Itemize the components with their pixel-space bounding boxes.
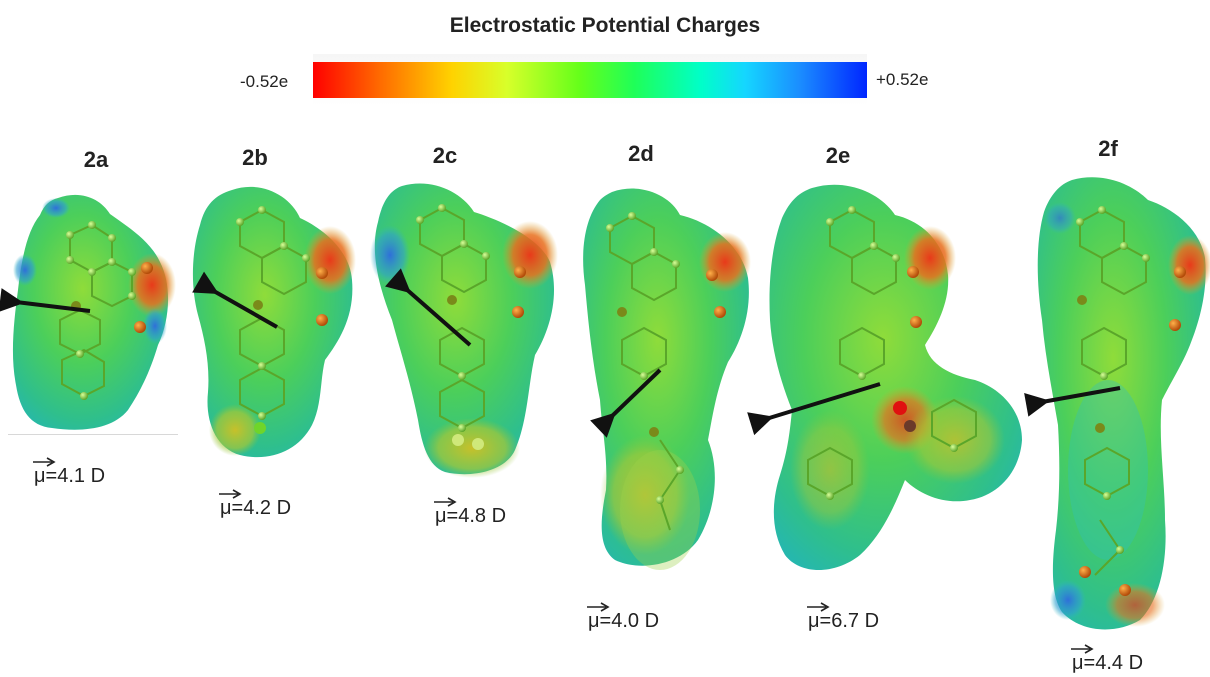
label-2b: 2b <box>242 145 268 170</box>
dipole-2a: μ=4.1 D <box>33 457 106 488</box>
molecule-2b-surface <box>192 186 356 458</box>
mu-vector-symbol: μ <box>434 497 457 528</box>
color-scale-max-label: +0.52e <box>876 70 929 89</box>
dipole-2f-value: =4.4 D <box>1083 652 1144 674</box>
color-scale-min-label: -0.52e <box>240 72 289 91</box>
dipole-2a-value: =4.1 D <box>45 465 106 487</box>
mu-vector-symbol: μ <box>587 602 610 633</box>
molecule-2f-dipole-arrow <box>1024 386 1121 417</box>
dipole-2b: μ=4.2 D <box>219 489 292 520</box>
label-2c: 2c <box>432 143 458 168</box>
molecule-2e-surface <box>769 184 1022 571</box>
molecule-2a-atoms <box>59 221 153 400</box>
dipole-2d: μ=4.0 D <box>587 602 660 633</box>
electrostatic-color-scale-bar <box>313 62 867 98</box>
molecule-2d-atoms <box>606 212 726 531</box>
molecule-2f-atoms <box>1076 206 1186 596</box>
molecule-2a-surface <box>12 194 176 430</box>
dipole-2e-value: =6.7 D <box>819 610 880 632</box>
molecule-2e-dipole-arrow <box>747 382 881 436</box>
molecule-2f-surface <box>1037 177 1210 630</box>
molecule-2b-atoms <box>236 206 328 434</box>
label-2e: 2e <box>825 143 851 168</box>
mu-vector-symbol: μ <box>807 602 830 633</box>
label-2f: 2f <box>1098 136 1118 161</box>
label-2a: 2a <box>83 147 109 172</box>
molecule-2c-dipole-arrow <box>385 268 472 347</box>
molecule-2a-dipole-arrow <box>0 288 91 313</box>
dipole-2d-value: =4.0 D <box>599 610 660 632</box>
molecule-2d-dipole-arrow <box>590 368 662 438</box>
dipole-2c-value: =4.8 D <box>446 505 507 527</box>
molecule-2b-dipole-arrow <box>192 271 278 329</box>
dipole-2b-value: =4.2 D <box>231 497 292 519</box>
mu-vector-symbol: μ <box>219 489 242 520</box>
dipole-2e: μ=6.7 D <box>807 602 880 633</box>
mu-vector-symbol: μ <box>33 457 56 488</box>
baseline-divider <box>8 434 178 435</box>
mu-vector-symbol: μ <box>1071 644 1094 675</box>
dipole-2f: μ=4.4 D <box>1071 644 1144 675</box>
molecule-2c-atoms <box>416 204 526 450</box>
label-2d: 2d <box>628 141 654 166</box>
molecule-2d-surface <box>583 188 751 570</box>
dipole-2c: μ=4.8 D <box>434 497 507 528</box>
figure-title: Electrostatic Potential Charges <box>449 14 761 37</box>
molecule-2e-atoms <box>807 206 977 500</box>
